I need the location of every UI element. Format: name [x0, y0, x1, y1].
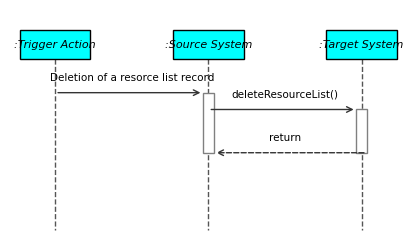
Text: :Trigger Action: :Trigger Action [15, 40, 96, 50]
Text: Deletion of a resorce list record: Deletion of a resorce list record [50, 73, 214, 83]
Text: :Target System: :Target System [319, 40, 404, 50]
Text: return: return [269, 133, 301, 143]
Text: deleteResourceList(): deleteResourceList() [231, 90, 339, 100]
Bar [327, 30, 397, 59]
Bar [357, 110, 367, 153]
Text: :Source System: :Source System [165, 40, 252, 50]
Bar [20, 30, 90, 59]
Bar [173, 30, 244, 59]
Bar [203, 93, 214, 153]
